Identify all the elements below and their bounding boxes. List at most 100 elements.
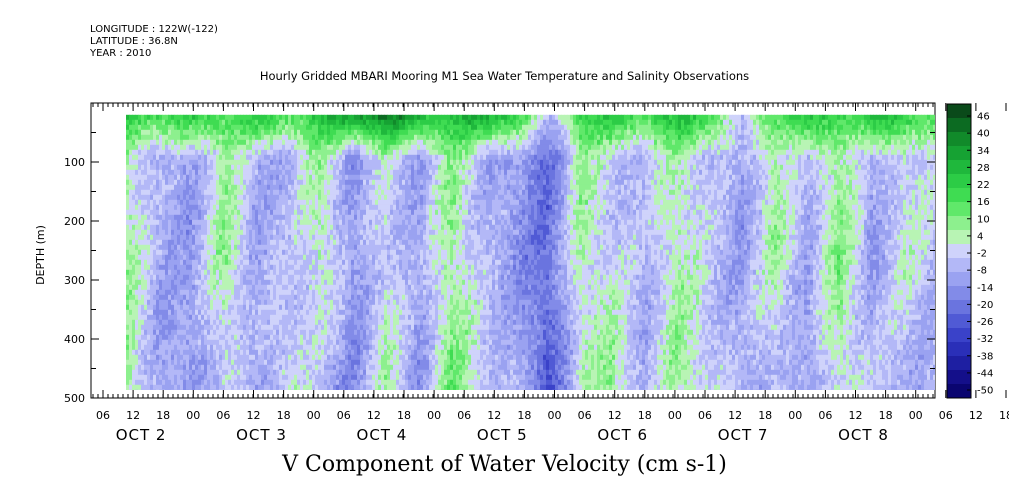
heatmap-cell bbox=[390, 204, 394, 211]
heatmap-cell bbox=[195, 259, 199, 266]
heatmap-cell bbox=[288, 349, 292, 356]
heatmap-cell bbox=[348, 189, 352, 196]
heatmap-cell bbox=[168, 164, 172, 171]
heatmap-cell bbox=[195, 159, 199, 166]
heatmap-cell bbox=[246, 174, 250, 181]
heatmap-cell bbox=[192, 304, 196, 311]
heatmap-cell bbox=[312, 364, 316, 371]
heatmap-cell bbox=[186, 174, 190, 181]
heatmap-cell bbox=[138, 134, 142, 141]
heatmap-cell bbox=[261, 144, 265, 151]
heatmap-cell bbox=[249, 189, 253, 196]
heatmap-cell bbox=[378, 309, 382, 316]
heatmap-cell bbox=[366, 199, 370, 206]
heatmap-cell bbox=[168, 244, 172, 251]
heatmap-cell bbox=[294, 309, 298, 316]
heatmap-cell bbox=[183, 324, 187, 331]
heatmap-cell bbox=[363, 169, 367, 176]
heatmap-cell bbox=[306, 319, 310, 326]
heatmap-cell bbox=[138, 184, 142, 191]
heatmap-cell bbox=[141, 384, 145, 390]
heatmap-cell bbox=[261, 124, 265, 131]
heatmap-cell bbox=[156, 204, 160, 211]
heatmap-cell bbox=[303, 374, 307, 381]
heatmap-cell bbox=[231, 199, 235, 206]
heatmap-cell bbox=[219, 289, 223, 296]
heatmap-cell bbox=[390, 354, 394, 361]
heatmap-cell bbox=[186, 309, 190, 316]
heatmap-cell bbox=[126, 209, 130, 216]
heatmap-cell bbox=[288, 294, 292, 301]
heatmap-cell bbox=[150, 199, 154, 206]
heatmap-cell bbox=[315, 369, 319, 376]
heatmap-cell bbox=[381, 379, 385, 386]
heatmap-cell bbox=[393, 129, 397, 136]
heatmap-cell bbox=[270, 379, 274, 386]
heatmap-cell bbox=[300, 144, 304, 151]
heatmap-cell bbox=[240, 204, 244, 211]
heatmap-cell bbox=[369, 244, 373, 251]
heatmap-cell bbox=[201, 274, 205, 281]
heatmap-cell bbox=[387, 119, 391, 126]
heatmap-cell bbox=[144, 149, 148, 156]
heatmap-cell bbox=[324, 179, 328, 186]
heatmap-cell bbox=[213, 229, 217, 236]
heatmap-cell bbox=[201, 189, 205, 196]
heatmap-cell bbox=[162, 114, 166, 121]
heatmap-cell bbox=[168, 114, 172, 121]
heatmap-cell bbox=[249, 234, 253, 241]
heatmap-cell bbox=[132, 204, 136, 211]
heatmap-cell bbox=[144, 144, 148, 151]
heatmap-cell bbox=[342, 389, 346, 390]
heatmap-cell bbox=[387, 229, 391, 236]
heatmap-cell bbox=[261, 349, 265, 356]
heatmap-cell bbox=[384, 119, 388, 126]
heatmap-cell bbox=[381, 199, 385, 206]
heatmap-cell bbox=[183, 124, 187, 131]
heatmap-cell bbox=[339, 284, 343, 291]
heatmap-cell bbox=[150, 299, 154, 306]
heatmap-cell bbox=[276, 389, 280, 390]
heatmap-cell bbox=[330, 314, 334, 321]
heatmap-cell bbox=[132, 194, 136, 201]
heatmap-cell bbox=[198, 169, 202, 176]
heatmap-cell bbox=[249, 334, 253, 341]
heatmap-cell bbox=[219, 184, 223, 191]
heatmap-cell bbox=[171, 154, 175, 161]
heatmap-cell bbox=[234, 119, 238, 126]
longitude-label: LONGITUDE : 122W(-122) bbox=[90, 24, 218, 35]
heatmap-cell bbox=[321, 144, 325, 151]
heatmap-cell bbox=[192, 314, 196, 321]
heatmap-cell bbox=[366, 134, 370, 141]
heatmap-cell bbox=[189, 169, 193, 176]
heatmap-cell bbox=[198, 294, 202, 301]
heatmap-cell bbox=[294, 284, 298, 291]
heatmap-cell bbox=[135, 314, 139, 321]
heatmap-cell bbox=[357, 254, 361, 261]
heatmap-cell bbox=[303, 194, 307, 201]
heatmap-cell bbox=[360, 189, 364, 196]
heatmap-cell bbox=[147, 309, 151, 316]
heatmap-cell bbox=[264, 379, 268, 386]
heatmap-cell bbox=[300, 139, 304, 146]
heatmap-cell bbox=[315, 359, 319, 366]
heatmap-cell bbox=[156, 124, 160, 131]
heatmap-cell bbox=[201, 349, 205, 356]
heatmap-cell bbox=[138, 339, 142, 346]
heatmap-cell bbox=[318, 114, 322, 121]
heatmap-cell bbox=[153, 344, 157, 351]
heatmap-cell bbox=[219, 139, 223, 146]
heatmap-cell bbox=[279, 354, 283, 361]
heatmap-cell bbox=[384, 309, 388, 316]
heatmap-cell bbox=[201, 234, 205, 241]
heatmap-cell bbox=[237, 309, 241, 316]
heatmap-cell bbox=[366, 304, 370, 311]
heatmap-cell bbox=[162, 134, 166, 141]
heatmap-cell bbox=[180, 324, 184, 331]
heatmap-cell bbox=[183, 129, 187, 136]
heatmap-cell bbox=[312, 334, 316, 341]
heatmap-cell bbox=[309, 179, 313, 186]
heatmap-cell bbox=[132, 354, 136, 361]
heatmap-cell bbox=[246, 179, 250, 186]
heatmap-cell bbox=[279, 114, 283, 121]
